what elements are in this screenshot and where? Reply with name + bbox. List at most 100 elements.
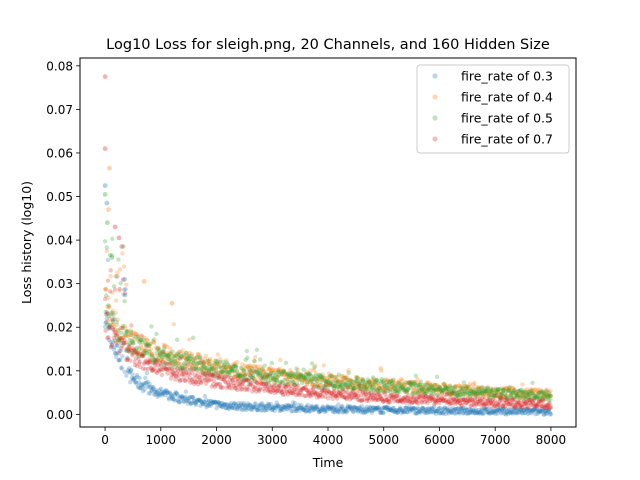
data-point [426, 406, 431, 411]
data-point [312, 407, 317, 412]
data-point [254, 347, 260, 352]
data-point [499, 408, 504, 413]
data-point [185, 401, 190, 406]
data-point [509, 410, 515, 415]
data-point [342, 408, 347, 414]
data-point [379, 368, 384, 373]
data-point [125, 355, 130, 360]
data-point [304, 405, 310, 410]
data-point [446, 407, 451, 413]
data-point [429, 405, 434, 411]
data-point [131, 377, 136, 382]
data-point [230, 405, 235, 411]
data-point [303, 409, 309, 414]
data-point [242, 406, 248, 411]
data-point [490, 410, 496, 415]
data-point [203, 353, 209, 359]
series-points [102, 257, 554, 417]
data-point [344, 410, 349, 415]
data-point [157, 388, 162, 393]
data-point [128, 380, 133, 385]
data-point [435, 408, 440, 414]
data-point [237, 403, 242, 409]
data-point [325, 403, 330, 409]
data-point [480, 410, 485, 416]
data-point [526, 408, 531, 413]
data-point [142, 387, 147, 392]
data-point [354, 407, 359, 412]
data-point [423, 410, 428, 416]
data-point [378, 410, 383, 415]
data-point [369, 410, 374, 415]
data-point [503, 406, 508, 411]
data-point [171, 397, 176, 402]
data-point [282, 405, 287, 410]
data-point [138, 386, 143, 391]
data-point [171, 397, 176, 402]
data-point [220, 385, 225, 390]
data-point [404, 405, 409, 411]
data-point [252, 359, 257, 364]
y-tick-label: 0.07 [46, 103, 73, 117]
data-point [494, 407, 499, 413]
data-point [490, 409, 495, 414]
data-point [403, 405, 408, 410]
data-point [302, 405, 307, 410]
data-point [240, 402, 246, 408]
data-point [345, 385, 350, 390]
data-point [355, 406, 360, 411]
data-point [299, 405, 305, 411]
data-point [507, 410, 512, 415]
data-point [489, 406, 494, 412]
data-point [491, 409, 496, 414]
data-point [302, 407, 307, 412]
data-point [198, 403, 203, 408]
data-point [443, 411, 449, 417]
data-point [144, 370, 150, 376]
data-point [286, 405, 291, 410]
data-point [260, 408, 265, 413]
data-point [162, 389, 167, 395]
data-point [283, 403, 289, 408]
data-point [145, 384, 150, 389]
data-point [148, 342, 153, 347]
data-point [299, 380, 305, 386]
data-point [180, 394, 185, 399]
data-point [165, 390, 171, 395]
data-point [308, 405, 314, 410]
data-point [107, 326, 112, 331]
data-point [235, 405, 241, 410]
data-point [540, 398, 546, 404]
data-point [266, 403, 271, 408]
data-point [218, 403, 224, 409]
data-point [372, 407, 377, 412]
data-point [181, 399, 186, 404]
data-point [264, 405, 269, 411]
data-point [159, 393, 165, 398]
data-point [405, 407, 411, 412]
data-point [380, 410, 386, 415]
data-point [333, 404, 338, 410]
data-point [331, 410, 336, 415]
data-point [548, 404, 554, 410]
data-point [116, 351, 122, 356]
data-point [342, 406, 348, 411]
data-point [507, 384, 512, 390]
data-point [182, 399, 187, 404]
data-point [383, 405, 388, 410]
data-point [283, 405, 288, 410]
data-point [169, 393, 174, 398]
data-point [113, 351, 118, 356]
legend-marker [432, 136, 438, 142]
data-point [125, 329, 130, 334]
y-axis-label: Loss history (log10) [19, 181, 34, 304]
data-point [431, 410, 436, 415]
data-point [478, 410, 483, 415]
data-point [468, 407, 473, 413]
data-point [123, 340, 128, 345]
data-point [356, 408, 362, 413]
data-point [234, 405, 239, 410]
data-point [519, 408, 524, 413]
data-point [393, 408, 398, 413]
data-point [125, 368, 131, 373]
